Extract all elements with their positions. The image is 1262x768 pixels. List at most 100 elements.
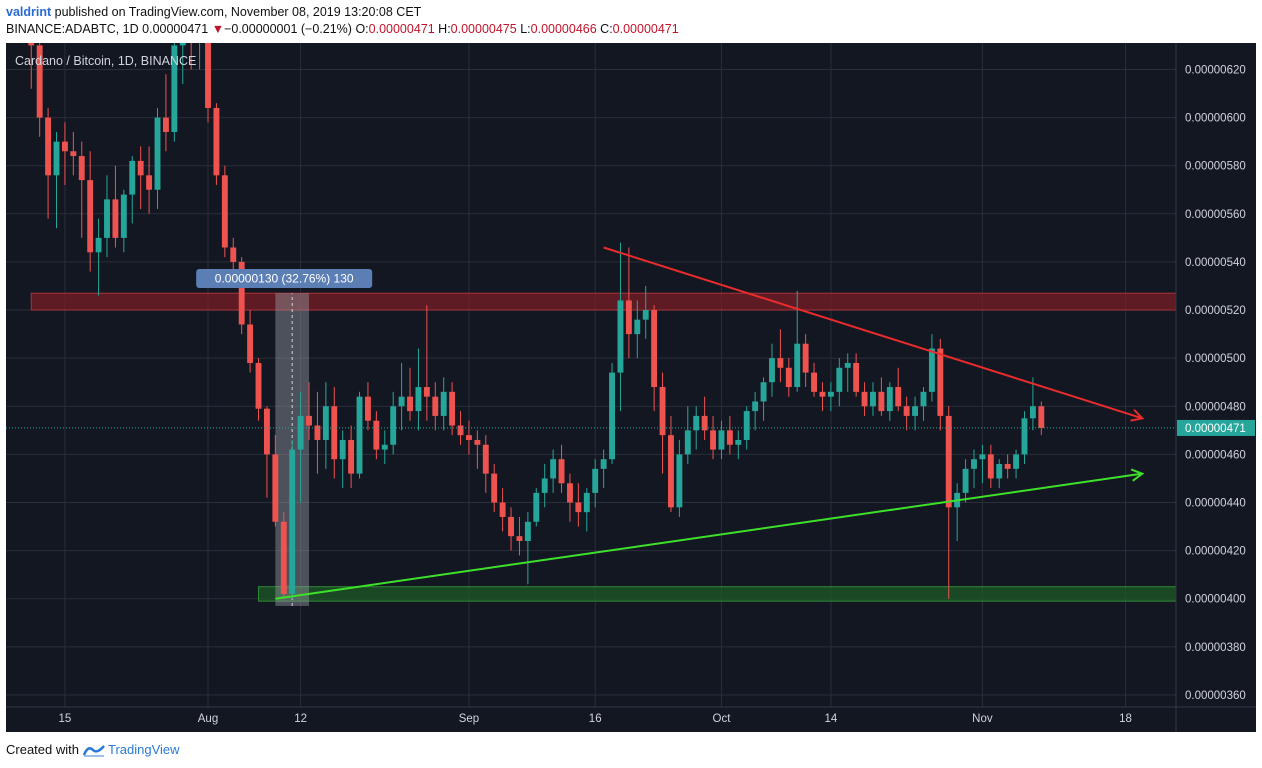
- candle-body: [146, 175, 153, 190]
- x-tick-label: Aug: [198, 713, 218, 725]
- candle-body: [752, 401, 759, 412]
- candle-body: [651, 310, 658, 388]
- candle-body: [70, 151, 77, 157]
- candle-body: [331, 406, 338, 460]
- candle-body: [1013, 454, 1020, 469]
- overlay: 0.00000471 0.00000130 (32.76%) 130: [6, 43, 1256, 732]
- y-tick-label: 0.00000600: [1185, 113, 1246, 125]
- candle-body: [583, 492, 590, 513]
- candle-body: [1021, 418, 1028, 455]
- x-axis: 15 Aug 12 Sep 16 Oct 14 Nov 18: [59, 713, 1132, 725]
- measure-tag: [196, 269, 373, 288]
- open-label: O:: [355, 22, 369, 36]
- candle-body: [213, 107, 220, 176]
- x-tick-label: 12: [294, 713, 307, 725]
- candle-body: [735, 439, 742, 445]
- candle-body: [188, 31, 194, 41]
- downtrend-arrowhead: [1130, 408, 1145, 422]
- candle-body: [996, 464, 1003, 479]
- candle-body: [432, 396, 439, 416]
- candle-body: [886, 387, 893, 412]
- y-tick-label: 0.00000580: [1185, 161, 1246, 173]
- tradingview-brand-link[interactable]: TradingView: [107, 742, 180, 757]
- close-value: 0.00000471: [612, 22, 679, 36]
- y-tick-label: 0.00000460: [1185, 449, 1246, 461]
- candle-body: [499, 502, 506, 517]
- candle-body: [247, 324, 254, 363]
- y-tick-label: 0.00000520: [1185, 305, 1246, 317]
- candle-body: [423, 387, 430, 397]
- candle-body: [642, 310, 649, 320]
- y-tick-label: 0.00000560: [1185, 209, 1246, 221]
- candle-body: [701, 415, 708, 431]
- candle-body: [162, 117, 169, 133]
- y-tick-label: 0.00000420: [1185, 546, 1246, 558]
- candle-body: [769, 358, 775, 383]
- x-tick-label: 16: [589, 713, 602, 725]
- candle-body: [760, 382, 767, 402]
- uptrend-line: [275, 472, 1143, 600]
- candle-body: [205, 43, 211, 108]
- candle-body: [684, 430, 691, 455]
- footer: Created with TradingView: [6, 742, 180, 757]
- support-zone: [258, 586, 1176, 602]
- candle-body: [912, 406, 919, 416]
- candle-body: [802, 343, 809, 373]
- symbol: BINANCE:ADABTC, 1D: [6, 22, 139, 36]
- candle-body: [78, 156, 85, 181]
- publish-info: valdrint published on TradingView.com, N…: [6, 5, 421, 19]
- candle-body: [297, 415, 304, 450]
- candle-body: [230, 247, 237, 262]
- x-tick-label: 14: [824, 713, 837, 725]
- candle-body: [928, 348, 935, 392]
- chart-title: Cardano / Bitcoin, 1D, BINANCE: [15, 54, 196, 68]
- candle-body: [466, 435, 472, 440]
- high-label: H:: [438, 22, 451, 36]
- candle-body: [457, 425, 464, 436]
- candle-body: [440, 391, 447, 416]
- candle-body: [491, 473, 498, 503]
- candle-body: [364, 396, 371, 421]
- candle-body: [903, 406, 910, 416]
- candle-body: [197, 31, 203, 41]
- candle-body: [920, 391, 927, 407]
- open-value: 0.00000471: [368, 22, 435, 36]
- candle-body: [238, 261, 245, 325]
- candle-body: [398, 396, 405, 407]
- candle-body: [550, 459, 557, 479]
- y-tick-label: 0.00000360: [1185, 690, 1246, 702]
- candle-body: [1029, 406, 1036, 419]
- candle-body: [87, 180, 94, 253]
- candle-body: [878, 391, 885, 412]
- y-tick-label: 0.00000480: [1185, 401, 1246, 413]
- last-price-label: 0.00000471: [1185, 423, 1246, 435]
- candle-body: [971, 459, 977, 469]
- candle-body: [836, 367, 843, 392]
- symbol-info: BINANCE:ADABTC, 1D 0.00000471 ▼−0.000000…: [6, 22, 679, 36]
- candle-body: [853, 362, 860, 392]
- candle-body: [634, 319, 641, 335]
- candle-body: [592, 468, 599, 493]
- candle-body: [1038, 406, 1045, 428]
- high-value: 0.00000475: [450, 22, 517, 36]
- candle-body: [356, 396, 363, 474]
- candle-body: [777, 358, 784, 368]
- candle-body: [668, 435, 674, 508]
- candle-body: [95, 237, 102, 253]
- y-tick-label: 0.00000380: [1185, 642, 1246, 654]
- candle-body: [179, 43, 186, 46]
- candle-body: [600, 459, 607, 469]
- candle-body: [870, 391, 876, 407]
- candle-body: [263, 408, 270, 455]
- candle-body: [827, 391, 834, 397]
- candle-body: [449, 391, 456, 426]
- candle-body: [289, 449, 296, 594]
- y-tick-label: 0.00000440: [1185, 498, 1246, 510]
- author-name[interactable]: valdrint: [6, 5, 52, 19]
- candle-body: [811, 372, 818, 392]
- candle-body: [154, 117, 161, 190]
- candle-body: [516, 536, 523, 541]
- candle-body: [575, 502, 582, 513]
- candle-body: [53, 141, 60, 176]
